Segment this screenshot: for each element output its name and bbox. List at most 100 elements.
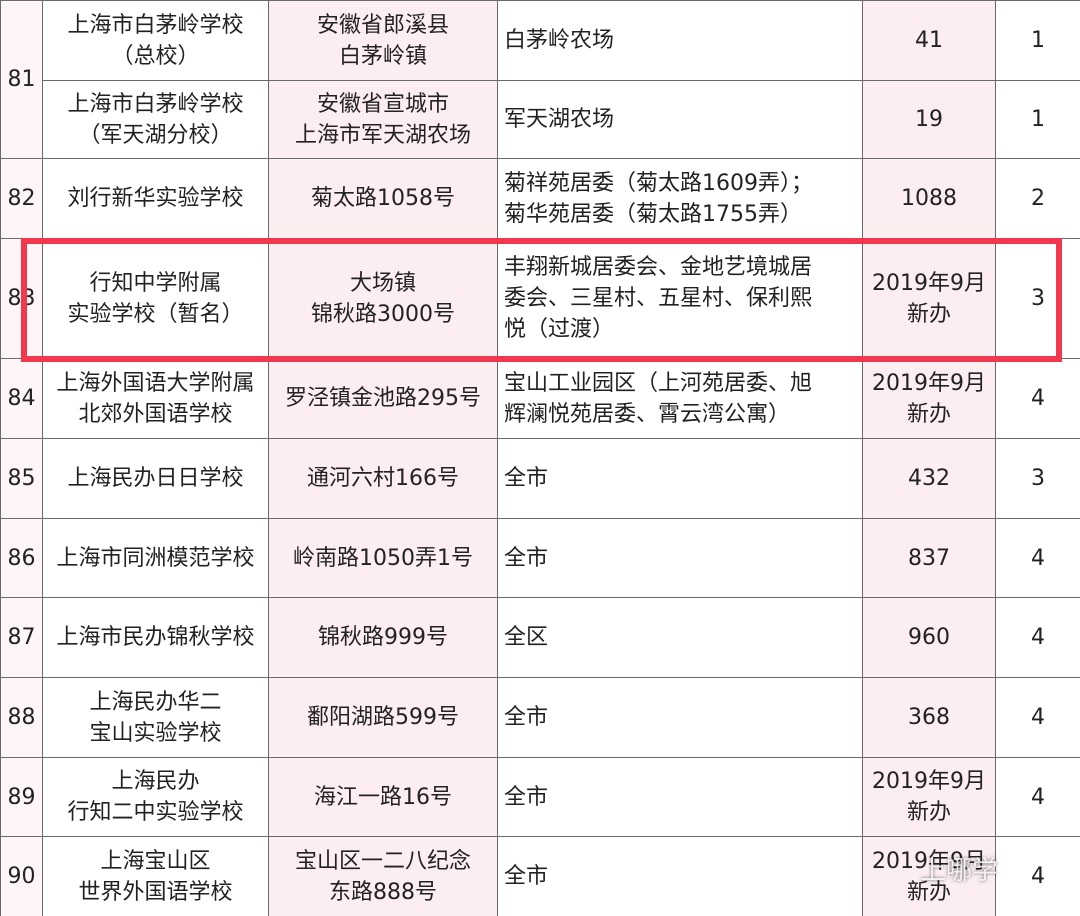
cell-text: 41	[915, 28, 943, 53]
grade-cell: 4	[995, 358, 1080, 439]
cell-text: 4	[1031, 545, 1045, 571]
cell-text: 全市	[504, 545, 549, 571]
row-number: 84	[0, 358, 43, 439]
row-number: 87	[0, 597, 43, 678]
cell-text: 岭南路1050弄1号	[293, 545, 473, 571]
address-cell: 罗泾镇金池路295号	[268, 358, 498, 439]
cell-text: 菊太路1058号	[311, 186, 455, 211]
cell-text: 90	[7, 864, 36, 889]
address-cell: 大场镇 锦秋路3000号	[268, 238, 498, 359]
area-cell: 白茅岭农场	[497, 0, 863, 81]
cell-text: 全市	[504, 784, 549, 810]
cell-text: 2	[1031, 186, 1045, 211]
address-cell: 安徽省宣城市 上海市军天湖农场	[268, 80, 498, 159]
school-cell: 上海市同洲模范学校	[42, 518, 269, 598]
cell-text: 辉澜悦苑居委、霄云湾公寓）	[504, 401, 791, 427]
area-cell: 全市	[497, 677, 863, 758]
address-cell: 通河六村166号	[268, 438, 498, 519]
cell-text: 81	[7, 67, 36, 92]
cell-text: 4	[1031, 705, 1045, 730]
cell-text: 东路888号	[329, 879, 437, 905]
cell-text: 4	[1031, 864, 1045, 889]
address-cell: 海江一路16号	[268, 757, 498, 837]
school-cell: 刘行新华实验学校	[42, 158, 269, 239]
cell-text: 960	[908, 625, 950, 650]
cell-text: 全市	[504, 466, 549, 491]
row-number: 90	[0, 836, 43, 916]
grade-cell: 4	[995, 836, 1080, 916]
cell-text: 2019年9月	[872, 370, 986, 396]
school-cell: 上海市白茅岭学校 （总校）	[42, 0, 269, 81]
school-cell: 上海民办行知二中实验学校	[42, 757, 269, 837]
count-cell: 2019年9月 新办	[862, 358, 996, 439]
cell-text: 上海市民办锦秋学校	[56, 625, 255, 650]
cell-text: 世界外国语学校	[78, 879, 233, 905]
cell-text: 安徽省宣城市	[316, 91, 449, 117]
cell-text: 实验学校（暂名）	[67, 301, 244, 327]
cell-text: 丰翔新城居委会、金地艺境城居	[504, 255, 813, 280]
row-number: 82	[0, 158, 43, 239]
cell-text: 上海市白茅岭学校	[67, 12, 244, 38]
cell-text: 85	[7, 466, 36, 491]
cell-text: 全区	[504, 625, 549, 650]
cell-text: 上海民办华二	[89, 689, 222, 715]
row-number: 85	[0, 438, 43, 519]
area-cell: 军天湖农场	[497, 80, 863, 159]
school-cell: 行知中学附属 实验学校（暂名）	[42, 238, 269, 359]
cell-text: 上海民办	[111, 769, 200, 794]
grade-cell: 4	[995, 757, 1080, 837]
cell-text: 锦秋路999号	[318, 625, 448, 650]
cell-text: 88	[7, 705, 36, 730]
cell-text: 新办	[906, 879, 951, 905]
row-number: 81	[0, 0, 43, 159]
grade-cell: 4	[995, 597, 1080, 678]
area-cell: 全市	[497, 438, 863, 519]
cell-text: 368	[908, 705, 950, 730]
cell-text: 锦秋路3000号	[311, 301, 455, 327]
cell-text: 4	[1031, 784, 1045, 810]
area-cell: 宝山工业园区（上河苑居委、旭 辉澜悦苑居委、霄云湾公寓）	[497, 358, 863, 439]
grade-cell: 3	[995, 438, 1080, 519]
address-cell: 安徽省郎溪县 白茅岭镇	[268, 0, 498, 81]
watermark: 上哪学	[920, 856, 999, 886]
address-cell: 鄱阳湖路599号	[268, 677, 498, 758]
cell-text: 安徽省郎溪县	[316, 12, 449, 38]
area-cell: 全市	[497, 518, 863, 598]
area-cell: 全区	[497, 597, 863, 678]
count-cell: 368	[862, 677, 996, 758]
cell-text: 刘行新华实验学校	[67, 186, 244, 211]
grade-cell: 4	[995, 518, 1080, 598]
cell-text: 宝山实验学校	[89, 720, 222, 746]
cell-text: 行知二中实验学校	[67, 800, 244, 825]
cell-text: 白茅岭农场	[504, 28, 615, 53]
cell-text: 83	[7, 286, 36, 311]
school-cell: 上海民办华二 宝山实验学校	[42, 677, 269, 758]
cell-text: 全市	[504, 864, 549, 889]
school-cell: 上海市民办锦秋学校	[42, 597, 269, 678]
address-cell: 岭南路1050弄1号	[268, 518, 498, 598]
cell-text: 1	[1031, 107, 1045, 132]
cell-text: 89	[7, 784, 36, 810]
cell-text: 19	[915, 107, 943, 132]
area-cell: 全市	[497, 836, 863, 916]
cell-text: 通河六村166号	[307, 466, 459, 491]
cell-text: 2019年9月	[872, 270, 986, 296]
cell-text: 4	[1031, 386, 1045, 411]
school-cell: 上海市白茅岭学校 （军天湖分校）	[42, 80, 269, 159]
row-number: 86	[0, 518, 43, 598]
count-cell: 19	[862, 80, 996, 159]
cell-text: 87	[7, 625, 36, 650]
row-number: 88	[0, 677, 43, 758]
cell-text: 委会、三星村、五星村、保利熙	[504, 286, 813, 311]
address-cell: 宝山区一二八纪念 东路888号	[268, 836, 498, 916]
cell-text: 新办	[906, 800, 951, 825]
cell-text: 上海宝山区	[100, 848, 211, 874]
cell-text: 上海民办日日学校	[67, 466, 244, 491]
cell-text: 新办	[906, 401, 951, 427]
cell-text: 432	[908, 466, 950, 491]
cell-text: 86	[7, 545, 36, 571]
cell-text: 1	[1031, 28, 1045, 53]
cell-text: 北郊外国语学校	[78, 401, 233, 427]
cell-text: 全市	[504, 705, 549, 730]
grade-cell: 2	[995, 158, 1080, 239]
